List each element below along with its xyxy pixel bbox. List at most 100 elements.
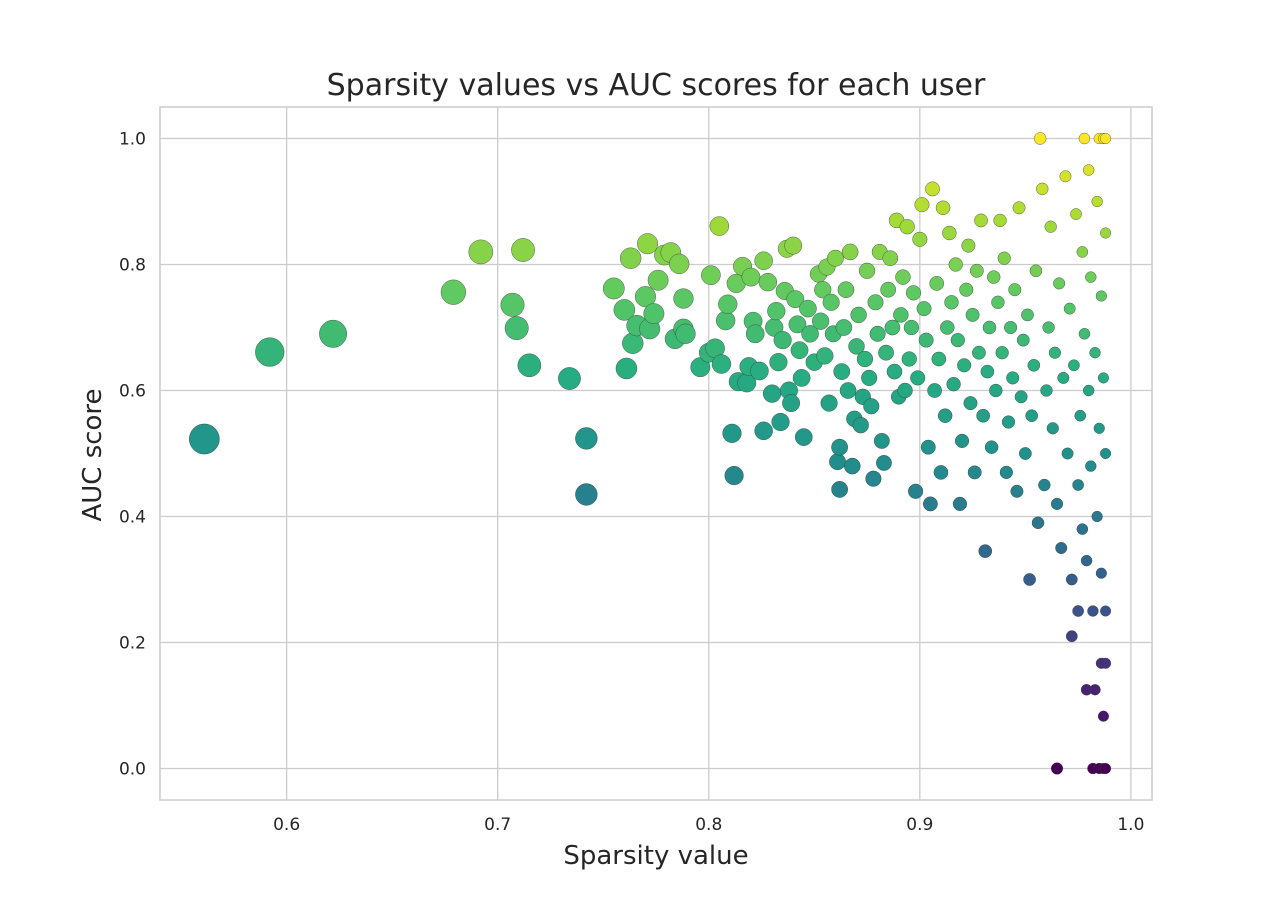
scatter-point: [1008, 283, 1022, 297]
scatter-point: [1029, 264, 1043, 278]
scatter-point: [1097, 710, 1109, 722]
scatter-point: [957, 358, 972, 373]
scatter-point: [575, 483, 598, 506]
scatter-point: [882, 250, 899, 267]
scatter-point: [1070, 208, 1082, 220]
scatter-point: [1061, 447, 1074, 460]
scatter-point: [876, 455, 892, 471]
scatter-point: [558, 367, 581, 390]
scatter-point: [1072, 605, 1084, 617]
plot-frame: [159, 106, 1153, 801]
scatter-point: [1051, 497, 1064, 510]
scatter-point: [1016, 333, 1030, 347]
scatter-point: [989, 383, 1003, 398]
scatter-point: [709, 216, 729, 236]
scatter-point: [1072, 479, 1084, 491]
scatter-point: [1076, 523, 1089, 535]
scatter-point: [955, 433, 970, 448]
scatter-point: [773, 331, 792, 350]
x-tick-label: 1.0: [1117, 815, 1144, 835]
scatter-point: [1083, 164, 1095, 176]
scatter-point: [504, 316, 529, 341]
scatter-point: [784, 236, 803, 255]
data-points: [189, 132, 1112, 775]
scatter-point: [978, 544, 993, 558]
scatter-point: [914, 197, 930, 213]
scatter-point: [901, 351, 917, 367]
scatter-point: [944, 295, 959, 310]
scatter-point: [1068, 359, 1080, 372]
scatter-point: [758, 272, 778, 292]
y-tick-label: 0.2: [119, 634, 146, 654]
scatter-point: [1006, 371, 1020, 385]
scatter-point: [1065, 573, 1078, 586]
scatter-point: [897, 382, 913, 399]
scatter-point: [790, 341, 809, 359]
scatter-point: [961, 238, 976, 253]
scatter-point: [835, 319, 853, 336]
scatter-point: [946, 377, 961, 392]
scatter-point: [724, 466, 744, 486]
scatter-point: [1014, 390, 1028, 404]
scatter-point: [1019, 447, 1032, 460]
scatter-point: [440, 279, 466, 305]
scatter-point: [984, 440, 999, 454]
scatter-point: [965, 307, 980, 322]
scatter-point: [910, 370, 926, 386]
scatter-point: [1042, 321, 1055, 334]
y-tick-labels: 0.0 0.2 0.4 0.6 0.8 1.0: [119, 130, 146, 780]
scatter-point: [1053, 277, 1066, 290]
scatter-point: [1089, 347, 1101, 359]
scatter-point: [716, 310, 736, 331]
scatter-point: [1051, 762, 1064, 775]
scatter-point: [841, 243, 859, 261]
scatter-point: [858, 262, 876, 279]
scatter-point: [993, 213, 1007, 228]
scatter-point: [908, 483, 924, 499]
scatter-point: [771, 412, 790, 432]
scatter-point: [920, 439, 936, 455]
scatter-point: [1076, 246, 1089, 258]
scatter-point: [837, 281, 855, 299]
scatter-point: [952, 496, 967, 511]
scatter-point: [1091, 195, 1103, 208]
scatter-point: [974, 213, 988, 228]
scatter-point: [1012, 201, 1026, 215]
scatter-point: [916, 301, 932, 317]
scatter-point: [782, 394, 800, 412]
scatter-point: [839, 382, 857, 399]
scatter-point: [850, 306, 867, 324]
scatter-point: [647, 269, 669, 291]
scatter-point: [669, 253, 690, 274]
scatter-point: [969, 263, 984, 278]
scatter-point: [1044, 220, 1057, 233]
y-tick-label: 0.6: [119, 382, 146, 402]
scatter-point: [963, 396, 978, 411]
scatter-point: [1036, 182, 1049, 196]
y-tick-label: 0.0: [119, 760, 146, 780]
scatter-point: [319, 319, 347, 348]
scatter-point: [622, 332, 644, 354]
scatter-point: [754, 251, 773, 270]
scatter-point: [880, 281, 897, 298]
scatter-point: [826, 249, 844, 267]
scatter-point: [1027, 359, 1041, 372]
scatter-point: [844, 457, 861, 475]
scatter-point: [861, 369, 878, 386]
scatter-point: [972, 345, 986, 360]
chart-title: Sparsity values vs AUC scores for each u…: [327, 68, 986, 103]
scatter-point: [701, 265, 721, 285]
scatter-point: [1089, 684, 1101, 696]
scatter-point: [643, 303, 665, 325]
scatter-point: [995, 346, 1009, 360]
scatter-point: [754, 421, 773, 441]
scatter-point: [1091, 510, 1103, 523]
scatter-point: [991, 295, 1005, 309]
scatter-point: [767, 302, 786, 321]
scatter-point: [867, 294, 884, 311]
scatter-point: [831, 438, 848, 456]
scatter-point: [718, 294, 738, 314]
scatter-point: [987, 270, 1001, 284]
scatter-point: [750, 361, 769, 381]
